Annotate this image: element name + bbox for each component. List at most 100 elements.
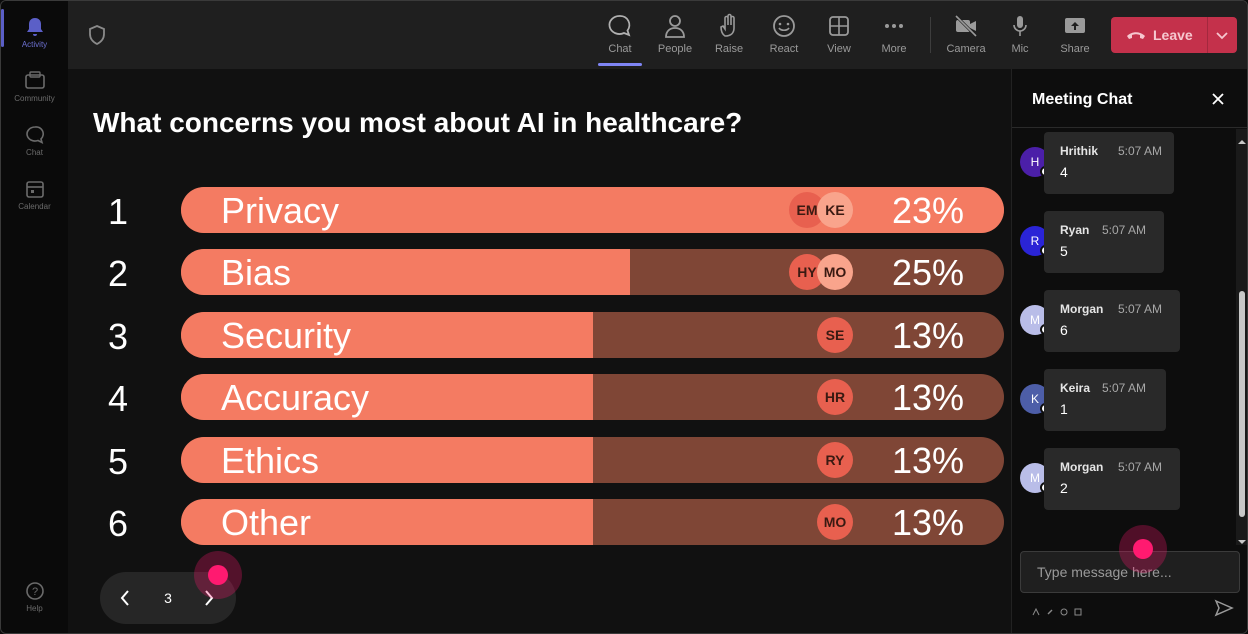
option-percent: 25%: [891, 252, 964, 293]
scroll-up-arrow-icon[interactable]: [1238, 133, 1246, 144]
message-text: 2: [1060, 480, 1068, 496]
message-bubble[interactable]: Hrithik 5:07 AM 4: [1044, 132, 1174, 194]
rail-item-label: Community: [14, 94, 55, 103]
toolbar-share-button[interactable]: Share: [1051, 11, 1099, 63]
toolbar-people-button[interactable]: People: [651, 11, 699, 63]
more-icon: [881, 13, 907, 39]
rail-item-chat[interactable]: Chat: [1, 115, 68, 167]
rail-item-activity[interactable]: Activity: [1, 7, 68, 59]
chat-message-input[interactable]: [1021, 552, 1239, 592]
option-bar[interactable]: Other MO 13%: [181, 499, 1004, 545]
gif-icon[interactable]: [1074, 603, 1082, 616]
message-bubble[interactable]: Keira 5:07 AM 1: [1044, 369, 1166, 431]
click-marker: [194, 551, 242, 599]
option-label: Other: [221, 502, 312, 543]
voter-avatar: MO: [817, 504, 853, 540]
voter-avatar: SE: [817, 317, 853, 353]
emoji-icon[interactable]: [1060, 603, 1068, 616]
voter-avatar: EM: [789, 192, 825, 228]
toolbar-separator: [930, 17, 931, 53]
calendar-icon: [24, 179, 46, 199]
format-icon[interactable]: [1032, 603, 1040, 616]
help-icon: ?: [24, 581, 46, 601]
chat-icon: [607, 13, 633, 39]
view-grid-icon: [826, 13, 852, 39]
attach-icon[interactable]: [1046, 603, 1054, 615]
scrollbar-thumb[interactable]: [1239, 291, 1245, 517]
option-bar[interactable]: Security SE 13%: [181, 312, 1004, 358]
poll-question: What concerns you most about AI in healt…: [93, 107, 743, 138]
option-bar[interactable]: Privacy EM KE 23%: [181, 187, 1004, 233]
toolbar-button-label: React: [769, 43, 799, 55]
option-rank: 3: [107, 316, 129, 357]
sender-name: Morgan: [1060, 302, 1104, 316]
toolbar-camera-button[interactable]: Camera: [942, 11, 990, 63]
chat-scrollbar[interactable]: [1236, 129, 1247, 545]
toolbar-react-button[interactable]: React: [760, 11, 808, 63]
rail-item-help[interactable]: ? Help: [1, 571, 68, 623]
option-bar[interactable]: Accuracy HR 13%: [181, 374, 1004, 420]
rail-item-label: Calendar: [18, 202, 51, 211]
send-icon[interactable]: [1214, 599, 1234, 617]
sender-name: Keira: [1060, 381, 1091, 395]
message-bubble[interactable]: Ryan 5:07 AM 5: [1044, 211, 1164, 273]
toolbar-more-button[interactable]: More: [870, 11, 918, 63]
option-rank: 5: [107, 441, 129, 482]
chevron-right-icon[interactable]: [202, 588, 216, 608]
app-rail: Activity Community Chat Calendar ? Help: [1, 1, 68, 633]
option-bar[interactable]: Ethics RY 13%: [181, 437, 1004, 483]
poll-option-row: 5 Ethics RY 13%: [98, 437, 1004, 483]
option-label: Accuracy: [221, 377, 370, 418]
leave-button[interactable]: Leave: [1111, 17, 1237, 53]
share-icon: [1062, 13, 1088, 39]
sender-name: Hrithik: [1060, 144, 1099, 158]
option-percent: 13%: [891, 377, 964, 418]
poll-option-row: 6 Other MO 13%: [98, 499, 1004, 545]
option-percent: 13%: [891, 502, 964, 543]
toolbar-button-label: View: [827, 43, 851, 55]
option-percent: 13%: [891, 440, 964, 481]
click-marker: [1119, 525, 1167, 573]
shield-icon: [88, 25, 106, 46]
chat-message-list: H Hrithik 5:07 AM 4 R Ryan 5:07 AM 5 M Morgan 5:07…: [1012, 129, 1234, 545]
close-icon[interactable]: [1210, 91, 1226, 107]
mic-icon: [1007, 13, 1033, 39]
toolbar-mic-button[interactable]: Mic: [996, 11, 1044, 63]
poll-option-row: 1 Privacy EM KE 23%: [98, 187, 1004, 233]
toolbar-raise-button[interactable]: Raise: [705, 11, 753, 63]
voter-avatar: HR: [817, 379, 853, 415]
option-bar-fill: [181, 187, 1004, 233]
voter-avatar: MO: [817, 254, 853, 290]
option-bar[interactable]: Bias HY MO 25%: [181, 249, 1004, 295]
rail-item-community[interactable]: Community: [1, 61, 68, 113]
message-text: 6: [1060, 322, 1068, 338]
option-bar-fill: [181, 437, 593, 483]
toolbar-chat-button[interactable]: Chat: [596, 11, 644, 66]
meeting-chat-panel: Meeting Chat H Hrithik 5:07 AM 4 R Ryan 5:07 A…: [1011, 69, 1247, 633]
chat-message: K Keira 5:07 AM 1: [1020, 369, 1234, 433]
option-bar-fill: [181, 312, 593, 358]
option-percent: 23%: [891, 190, 964, 231]
chat-icon: [24, 125, 46, 145]
toolbar-button-label: People: [657, 43, 693, 55]
rail-item-calendar[interactable]: Calendar: [1, 169, 68, 221]
chevron-left-icon[interactable]: [118, 588, 132, 608]
message-bubble[interactable]: Morgan 5:07 AM 6: [1044, 290, 1180, 352]
compose-toolbar: [1032, 603, 1102, 616]
message-bubble[interactable]: Morgan 5:07 AM 2: [1044, 448, 1180, 510]
chevron-down-icon[interactable]: [1215, 29, 1229, 41]
message-text: 4: [1060, 164, 1068, 180]
option-label: Security: [221, 315, 352, 356]
message-text: 1: [1060, 401, 1068, 417]
chat-compose-box[interactable]: [1020, 551, 1240, 593]
toolbar-button-label: Share: [1060, 43, 1090, 55]
leave-label: Leave: [1153, 27, 1193, 43]
poll-option-row: 2 Bias HY MO 25%: [98, 249, 1004, 295]
poll-stage: What concerns you most about AI in healt…: [68, 69, 1011, 633]
scroll-down-arrow-icon[interactable]: [1238, 533, 1246, 544]
toolbar-button-label: More: [881, 43, 907, 55]
toolbar-view-button[interactable]: View: [815, 11, 863, 63]
rail-active-indicator: [1, 9, 4, 47]
message-time: 5:07 AM: [1102, 223, 1147, 237]
